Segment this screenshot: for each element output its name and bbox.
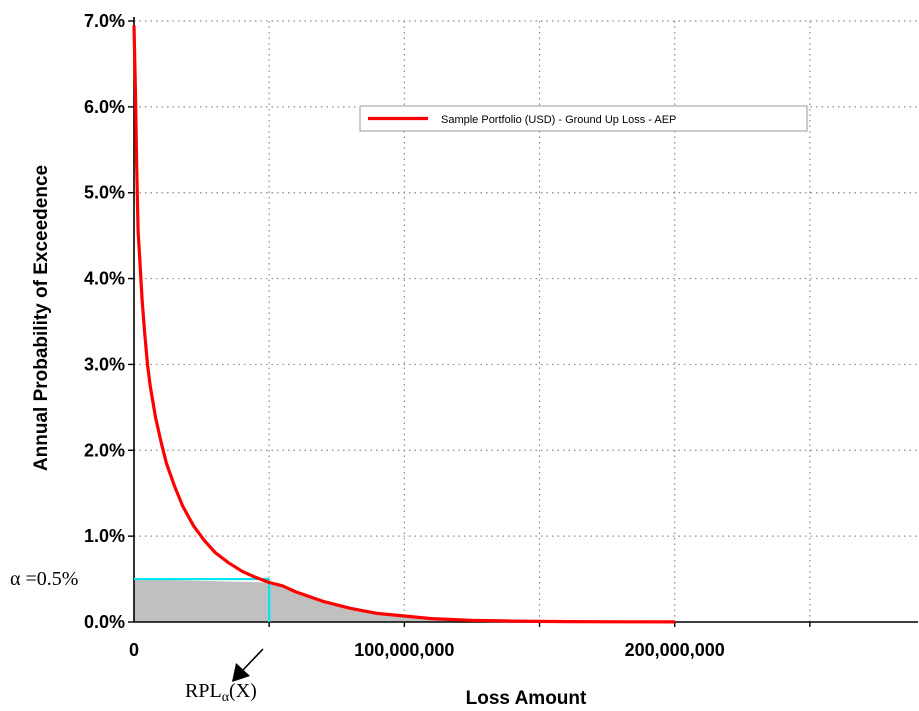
x-axis-title: Loss Amount: [466, 688, 587, 709]
rpl-label-main: RPL: [185, 680, 222, 702]
y-tick-label: 3.0%: [84, 354, 125, 374]
y-axis-title: Annual Probability of Exceedence: [31, 165, 52, 471]
y-tick-label: 1.0%: [84, 526, 125, 546]
legend-box: [359, 105, 808, 132]
y-tick-label: 2.0%: [84, 440, 125, 460]
rpl-arrow-shaft: [241, 648, 264, 672]
alpha-label: α =0.5%: [10, 568, 78, 590]
y-tick-label: 6.0%: [84, 97, 125, 117]
x-tick-label: 100,000,000: [354, 640, 454, 660]
rpl-arrow-head: [232, 663, 250, 682]
rpl-annotation: RPLα(X): [185, 648, 264, 705]
x-tick-label: 0: [129, 640, 139, 660]
rpl-label-sub: α: [222, 690, 230, 705]
rpl-label-arg: (X): [229, 680, 257, 702]
y-tick-label: 5.0%: [84, 183, 125, 203]
legend: Sample Portfolio (USD) - Ground Up Loss …: [359, 105, 808, 132]
series-line-aep: [132, 25, 675, 624]
y-tick-label: 7.0%: [84, 11, 125, 31]
y-tick-label: 0.0%: [84, 612, 125, 632]
y-tick-label: 4.0%: [84, 269, 125, 289]
x-tick-label: 200,000,000: [625, 640, 725, 660]
legend-label: Sample Portfolio (USD) - Ground Up Loss …: [441, 114, 676, 126]
alpha-threshold-lines: [134, 577, 271, 622]
tick-labels: 0.0% 1.0% 2.0% 3.0% 4.0% 5.0% 6.0% 7.0% 0 100,000…: [84, 11, 725, 660]
rpl-label: RPLα(X): [185, 680, 257, 705]
